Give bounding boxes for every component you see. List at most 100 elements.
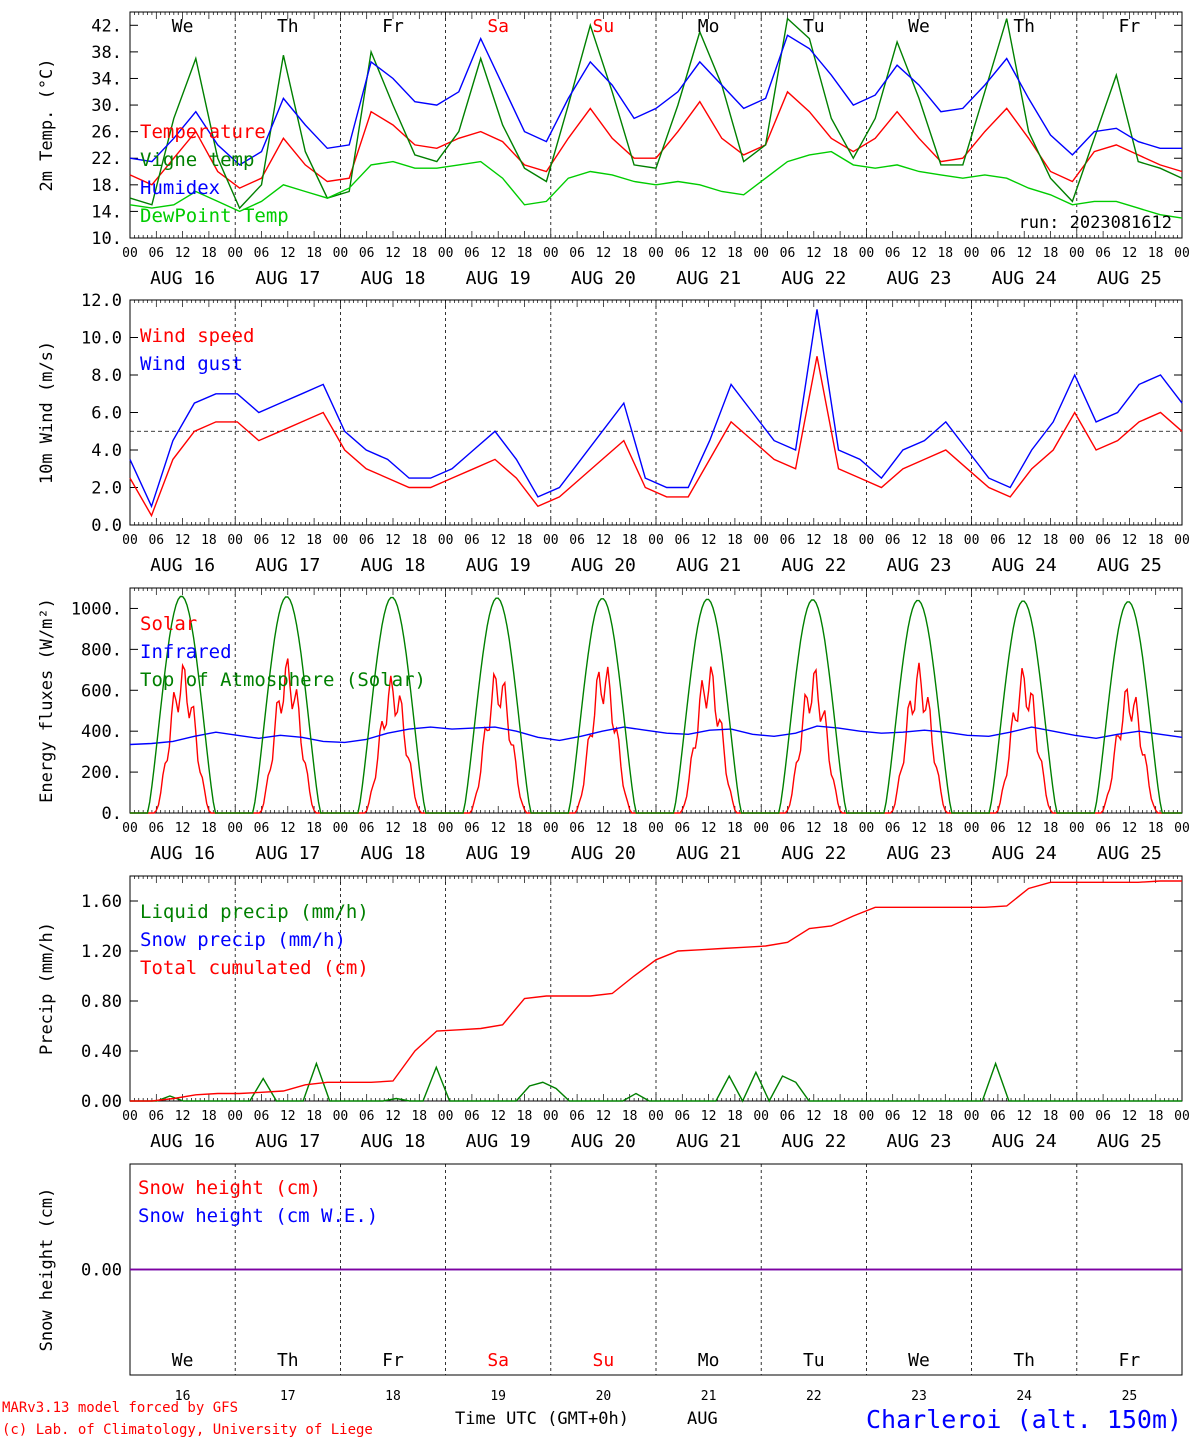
x-hour-label: 12	[701, 533, 717, 548]
x-hour-label: 06	[780, 533, 796, 548]
x-hour-label: 06	[359, 1109, 375, 1124]
x-hour-label: 12	[806, 821, 822, 836]
x-date-label: AUG 17	[255, 555, 320, 576]
x-hour-label: 00	[227, 533, 243, 548]
x-hour-label: 12	[280, 821, 296, 836]
y-tick-label: 0.00	[81, 1092, 122, 1112]
x-hour-label: 00	[122, 533, 138, 548]
series-line	[129, 17, 1183, 210]
x-hour-label: 00	[1174, 1109, 1190, 1124]
series-line	[130, 880, 1182, 1102]
x-hour-label: 06	[780, 1109, 796, 1124]
x-hour-label: 00	[543, 533, 559, 548]
x-hour-label: 06	[464, 821, 480, 836]
x-hour-label: 18	[832, 533, 848, 548]
y-tick-label: 0.0	[91, 516, 122, 536]
weekday-label: Th	[277, 1350, 299, 1371]
series-line	[129, 34, 1182, 166]
y-tick-label: 30.	[91, 96, 122, 116]
x-date-label: AUG 23	[886, 555, 951, 576]
x-hour-label: 18	[411, 533, 427, 548]
x-date-label: AUG 18	[360, 555, 425, 576]
model-credit: MARv3.13 model forced by GFS	[2, 1400, 238, 1416]
x-date-label: AUG 17	[255, 843, 320, 864]
weekday-label: Tu	[803, 16, 825, 37]
x-hour-label: 18	[832, 246, 848, 261]
x-hour-label: 18	[1043, 246, 1059, 261]
x-hour-label: 12	[175, 1109, 191, 1124]
x-date-label: AUG 20	[571, 843, 636, 864]
weekday-label: Su	[593, 16, 615, 37]
y-tick-label: 800.	[81, 640, 122, 660]
x-hour-label: 12	[596, 533, 612, 548]
legend-entry: Humidex	[140, 177, 220, 199]
x-hour-label: 18	[1043, 533, 1059, 548]
y-tick-label: 0.00	[81, 1261, 122, 1281]
x-date-label: AUG 24	[992, 1131, 1057, 1152]
x-hour-label: 12	[806, 1109, 822, 1124]
x-hour-label: 18	[517, 1109, 533, 1124]
day-number: 23	[911, 1389, 927, 1404]
x-hour-label: 06	[148, 533, 164, 548]
lab-credit: (c) Lab. of Climatology, University of L…	[2, 1422, 373, 1438]
weekday-label: Fr	[382, 16, 404, 37]
x-hour-label: 12	[1016, 246, 1032, 261]
x-hour-label: 06	[148, 1109, 164, 1124]
x-hour-label: 12	[490, 533, 506, 548]
weekday-label: Sa	[487, 16, 509, 37]
x-hour-label: 00	[438, 533, 454, 548]
y-tick-label: 0.40	[81, 1042, 122, 1062]
x-date-label: AUG 25	[1097, 1131, 1162, 1152]
y-tick-label: 0.	[102, 804, 122, 824]
x-hour-label: 06	[885, 533, 901, 548]
x-hour-label: 18	[517, 246, 533, 261]
x-hour-label: 06	[990, 246, 1006, 261]
series-group	[130, 880, 1182, 1103]
y-tick-label: 2.0	[91, 479, 122, 499]
x-date-label: AUG 21	[676, 843, 741, 864]
x-hour-label: 12	[385, 246, 401, 261]
x-hour-label: 00	[1174, 246, 1190, 261]
plot-frame	[129, 299, 1183, 526]
x-hour-label: 18	[1148, 533, 1164, 548]
x-hour-label: 06	[254, 533, 270, 548]
x-hour-label: 06	[990, 1109, 1006, 1124]
x-hour-label: 12	[596, 1109, 612, 1124]
x-hour-label: 18	[727, 1109, 743, 1124]
legend-entry: Snow height (cm)	[138, 1177, 321, 1199]
x-hour-label: 18	[411, 821, 427, 836]
day-number: 22	[806, 1389, 822, 1404]
x-hour-label: 00	[859, 533, 875, 548]
x-hour-label: 18	[622, 821, 638, 836]
x-hour-label: 06	[148, 821, 164, 836]
x-hour-label: 00	[227, 1109, 243, 1124]
day-number: 17	[280, 1389, 296, 1404]
x-hour-label: 12	[280, 1109, 296, 1124]
x-hour-label: 06	[254, 1109, 270, 1124]
x-date-label: AUG 20	[571, 268, 636, 289]
x-hour-label: 18	[832, 1109, 848, 1124]
y-axis-label: 10m Wind (m/s)	[37, 341, 57, 484]
x-hour-label: 06	[1095, 1109, 1111, 1124]
x-hour-label: 12	[385, 821, 401, 836]
x-hour-label: 00	[859, 821, 875, 836]
x-hour-label: 00	[438, 246, 454, 261]
weekday-label: Sa	[487, 1350, 509, 1371]
x-hour-label: 06	[780, 821, 796, 836]
x-date-label: AUG 21	[676, 1131, 741, 1152]
x-hour-label: 12	[911, 1109, 927, 1124]
x-hour-label: 12	[385, 1109, 401, 1124]
x-hour-label: 06	[148, 246, 164, 261]
x-hour-label: 00	[648, 821, 664, 836]
x-hour-label: 12	[1122, 533, 1138, 548]
legend-entry: Liquid precip (mm/h)	[140, 901, 369, 923]
panel-1: 42. 38. 34. 30. 26. 22. 18. 14. 10. 2m Temp. (°C)…	[37, 11, 1190, 289]
x-hour-label: 00	[1069, 246, 1085, 261]
x-date-label: AUG 20	[571, 1131, 636, 1152]
x-hour-label: 12	[596, 246, 612, 261]
x-hour-label: 12	[490, 1109, 506, 1124]
x-hour-label: 06	[674, 821, 690, 836]
x-hour-label: 18	[727, 533, 743, 548]
x-hour-label: 06	[254, 246, 270, 261]
y-tick-label: 10.	[91, 229, 122, 249]
